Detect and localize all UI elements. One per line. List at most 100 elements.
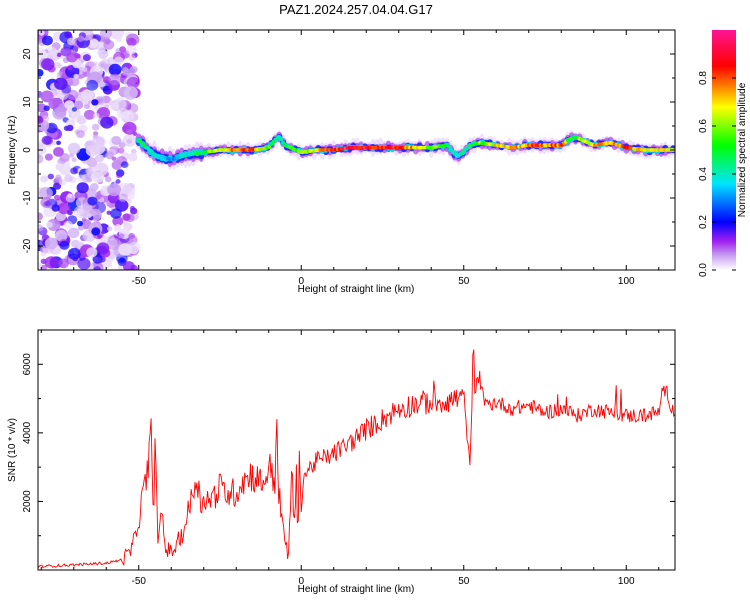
noise-blob: [128, 54, 136, 61]
noise-blob: [122, 213, 131, 221]
noise-blob: [103, 39, 115, 50]
noise-blob: [47, 173, 54, 180]
noise-blob: [126, 45, 137, 55]
x-tick-label: -50: [132, 576, 147, 587]
noise-blob: [77, 225, 84, 231]
noise-blob: [72, 256, 79, 262]
noise-blob: [66, 124, 74, 132]
noise-blob: [93, 131, 99, 137]
colorbar-tick-label: 0.2: [698, 215, 709, 229]
snr-y-ticks: 2000 4000 6000: [22, 329, 675, 537]
noise-blob: [91, 123, 100, 131]
noise-blob: [67, 89, 79, 101]
ridge-cell: [277, 134, 282, 139]
colorbar-tick-label: 0.4: [698, 167, 709, 181]
noise-blob: [130, 205, 135, 211]
colorbar: 0.0 0.2 0.4 0.6 0.8 Normalized spectral ampl…: [698, 30, 748, 277]
noise-blob: [122, 134, 137, 147]
noise-blob: [106, 210, 112, 215]
noise-blob: [128, 233, 135, 239]
noise-blob: [110, 208, 122, 219]
noise-blob: [46, 155, 52, 160]
noise-blob: [126, 37, 137, 47]
noise-blob: [38, 224, 44, 232]
x-tick-label: 100: [618, 576, 635, 587]
noise-blob: [123, 86, 138, 100]
noise-blob: [110, 31, 119, 39]
noise-blob: [104, 176, 112, 183]
noise-blob: [77, 35, 85, 42]
noise-blob: [66, 52, 78, 63]
noise-blob: [39, 186, 53, 200]
noise-blob: [88, 38, 100, 49]
noise-blob: [96, 194, 102, 200]
noise-blob: [81, 89, 94, 101]
snr-series-line: [38, 349, 675, 569]
noise-blob: [38, 69, 44, 77]
colorbar-tick-label: 0.8: [698, 71, 709, 85]
noise-blob: [52, 106, 67, 120]
noise-blob: [44, 256, 59, 269]
snr-y-label: SNR (10 * v/v): [7, 418, 18, 482]
noise-blob: [105, 151, 114, 160]
noise-blob: [59, 240, 70, 250]
x-tick-label: -50: [132, 276, 147, 287]
noise-blob: [56, 140, 61, 145]
noise-blob: [122, 121, 137, 135]
noise-blob: [92, 142, 106, 155]
noise-blob: [122, 185, 132, 194]
y-tick-label: 10: [22, 96, 33, 108]
noise-blob: [115, 179, 121, 184]
noise-blob: [126, 77, 140, 89]
noise-blob: [67, 209, 73, 216]
noise-blob: [114, 199, 129, 212]
noise-blob: [38, 212, 43, 221]
noise-blob: [92, 171, 105, 183]
noise-blob: [67, 37, 76, 46]
spectrogram-panel: -50 0 50 100 -20 -10 0 10 20 Height of straight…: [7, 29, 676, 295]
noise-blob: [73, 73, 79, 79]
colorbar-label: Normalized spectral amplitude: [737, 82, 748, 217]
noise-blob: [87, 177, 93, 183]
x-tick-label: 50: [458, 576, 470, 587]
noise-blob: [40, 197, 53, 208]
y-tick-label: 2000: [22, 490, 33, 513]
noise-blob: [64, 31, 72, 39]
noise-blob: [93, 266, 101, 270]
noise-blob: [86, 79, 99, 91]
noise-blob: [64, 174, 73, 183]
snr-x-ticks: -50 0 50 100: [40, 330, 660, 587]
noise-blob: [81, 217, 87, 222]
noise-blob: [114, 98, 127, 110]
noise-blob: [67, 227, 80, 239]
noise-blob: [98, 49, 109, 59]
noise-blob: [58, 178, 67, 186]
noise-blob: [41, 58, 55, 71]
ridge-cell: [281, 140, 285, 145]
noise-blob: [67, 65, 73, 71]
noise-blob: [86, 247, 98, 258]
y-tick-label: 20: [22, 48, 33, 60]
noise-blob: [123, 261, 135, 270]
noise-blob: [131, 148, 137, 154]
noise-blob: [93, 61, 98, 66]
noise-blob: [108, 73, 122, 86]
noise-blob: [128, 152, 138, 162]
noise-blob: [116, 172, 123, 179]
noise-blob: [38, 116, 44, 124]
noise-blob: [54, 229, 68, 242]
noise-blob: [111, 156, 117, 161]
noise-blob: [57, 71, 63, 77]
noise-blob: [77, 220, 83, 227]
noise-blob: [64, 100, 75, 109]
noise-blob: [122, 109, 135, 122]
noise-blob: [76, 182, 89, 194]
noise-blob: [122, 68, 131, 77]
noise-blob: [67, 247, 81, 260]
noise-blob: [114, 159, 122, 166]
noise-blob: [102, 259, 113, 268]
noise-blob: [93, 112, 100, 119]
noise-blob: [77, 257, 91, 270]
noise-blob: [69, 76, 80, 87]
noise-blob: [92, 254, 103, 264]
